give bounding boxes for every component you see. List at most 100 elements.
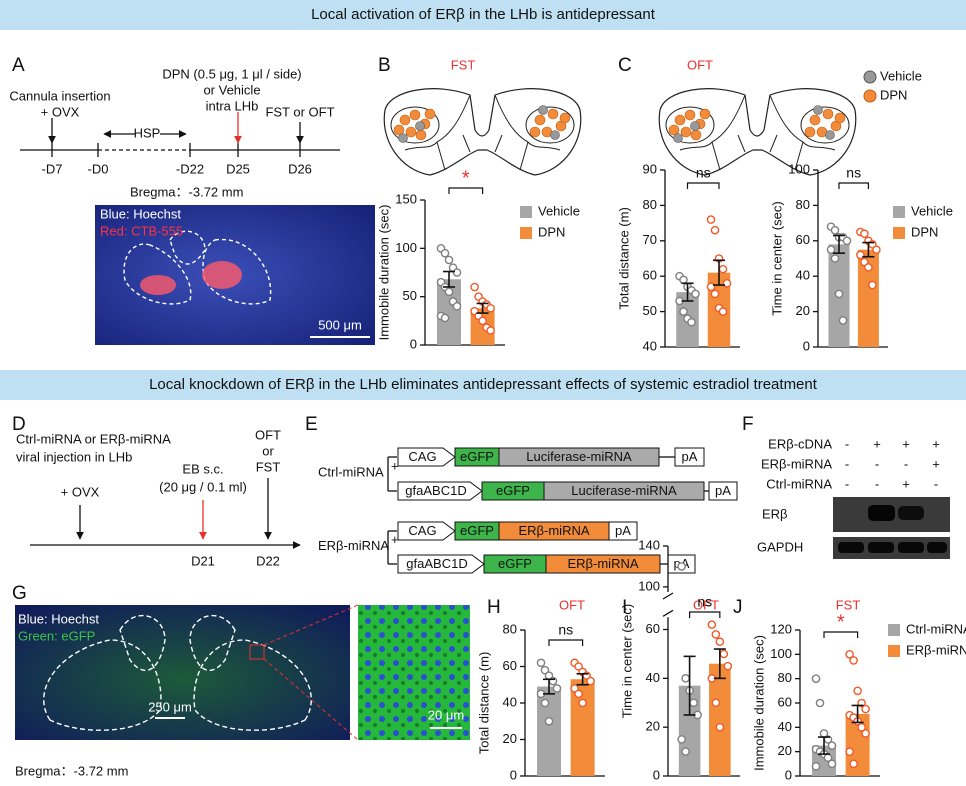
label: EB s.c. — [182, 461, 223, 476]
y-tick-label: 0 — [653, 767, 660, 782]
mark: - — [904, 456, 908, 471]
label: HSP — [134, 125, 161, 140]
mark: - — [934, 476, 938, 491]
y-tick-label: 40 — [643, 338, 657, 353]
y-tick-label: 80 — [503, 621, 517, 636]
y-tick-label: 60 — [778, 694, 792, 709]
mark: + — [902, 476, 910, 491]
data-point — [486, 326, 495, 335]
significance-label: * — [837, 611, 845, 633]
panel-title: OFT — [687, 57, 713, 72]
label: D21 — [191, 553, 215, 568]
label: Red: CTB-555 — [100, 223, 183, 238]
significance-bracket — [686, 182, 720, 189]
legend-marker — [863, 70, 877, 84]
data-point — [826, 245, 836, 254]
element-label: pA — [682, 449, 698, 464]
data-point — [845, 747, 854, 756]
y-tick-label: 20 — [646, 719, 660, 734]
data-point — [853, 686, 862, 696]
data-point — [440, 248, 450, 258]
y-tick-label: 80 — [778, 670, 792, 685]
day-label: -D7 — [42, 161, 63, 176]
y-tick-label: 50 — [403, 288, 417, 303]
label: Bregma：-3.72 mm — [15, 763, 128, 778]
y-tick-label: 40 — [503, 694, 517, 709]
data-point — [842, 236, 852, 246]
element-label: eGFP — [496, 483, 530, 498]
label: or Vehicle — [203, 82, 260, 97]
data-point — [849, 656, 858, 665]
data-point — [578, 698, 587, 708]
promoter — [397, 481, 483, 501]
error-bar — [833, 234, 845, 254]
element — [674, 447, 705, 467]
mark: - — [845, 456, 849, 471]
label: 500 μm — [318, 317, 362, 332]
mark: - — [845, 476, 849, 491]
data-point — [486, 303, 495, 313]
label: (20 μg / 0.1 ml) — [159, 479, 247, 494]
day-label: D26 — [288, 161, 312, 176]
legend-marker — [863, 89, 877, 103]
error-bar — [713, 648, 726, 680]
data-point — [811, 761, 821, 771]
y-tick-label: 40 — [646, 670, 660, 685]
mark: + — [932, 436, 940, 451]
panel-title: OFT — [559, 597, 585, 612]
label: 250 μm — [148, 699, 192, 714]
error-bar — [851, 704, 864, 724]
data-point — [677, 562, 686, 571]
y-tick-label: 60 — [643, 268, 657, 283]
y-tick-label: 20 — [796, 303, 810, 318]
plus: + — [391, 458, 399, 473]
legend-label: Vehicle — [911, 203, 953, 218]
element-label: Luciferase-miRNA — [526, 449, 632, 464]
mark: + — [932, 456, 940, 471]
element — [708, 481, 738, 501]
data-point — [706, 282, 716, 292]
significance-bracket — [823, 631, 859, 638]
significance-bracket — [548, 639, 584, 646]
data-point — [681, 747, 690, 756]
data-point — [711, 698, 721, 708]
y-tick-label: 40 — [778, 719, 792, 734]
panel-title: FST — [836, 597, 861, 612]
mark: - — [875, 456, 879, 471]
y-tick-label: 100 — [395, 240, 417, 255]
y-axis-label: Total distance (m) — [616, 207, 631, 310]
legend-swatch — [520, 206, 532, 218]
element-label: CAG — [408, 449, 436, 464]
y-tick-label: 60 — [646, 621, 660, 636]
construct-name: Ctrl-miRNA — [318, 464, 384, 479]
row-label: ERβ-miRNA — [761, 456, 832, 471]
y-tick-label: 50 — [643, 303, 657, 318]
data-point — [830, 225, 840, 235]
label: viral injection in LHb — [16, 449, 132, 464]
data-point — [715, 637, 725, 647]
promoter — [397, 521, 456, 541]
y-tick-label: 0 — [785, 767, 792, 782]
data-point — [586, 676, 595, 686]
significance-label: ns — [696, 165, 711, 181]
element-label: pA — [615, 523, 631, 538]
data-point — [574, 689, 583, 699]
legend-swatch — [888, 624, 900, 636]
data-point — [536, 658, 546, 668]
panel-letter: C — [618, 55, 632, 76]
legend-label: ERβ-miRNA — [906, 642, 966, 657]
panel-title: OFT — [693, 597, 719, 612]
bar — [537, 686, 561, 776]
data-point — [872, 245, 881, 254]
data-point — [706, 215, 716, 224]
significance-label: ns — [846, 165, 861, 181]
label: 20 μm — [428, 707, 464, 722]
mark: + — [902, 436, 910, 451]
data-point — [718, 264, 728, 274]
legend-swatch — [893, 227, 905, 239]
data-point — [444, 287, 454, 297]
legend-label: Ctrl-miRNA — [906, 621, 966, 636]
data-point — [679, 275, 688, 285]
data-point — [711, 630, 721, 639]
label: + OVX — [41, 104, 80, 119]
